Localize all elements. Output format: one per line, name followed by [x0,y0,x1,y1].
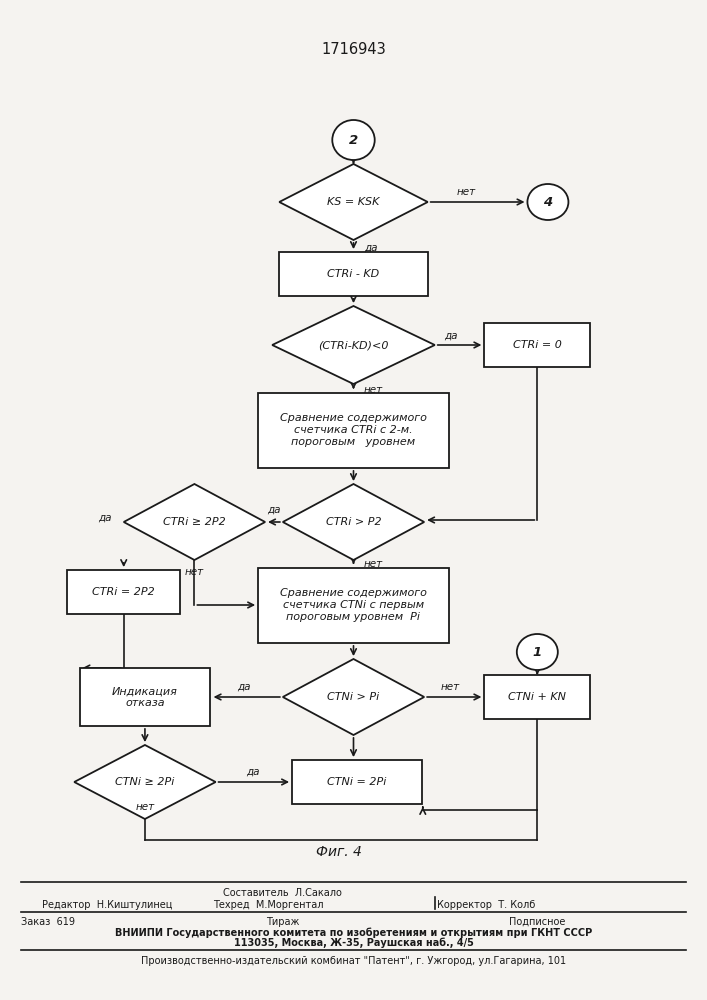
Polygon shape [124,484,265,560]
Text: (CTRi-KD)<0: (CTRi-KD)<0 [318,340,389,350]
Text: CTRi = 0: CTRi = 0 [513,340,562,350]
Polygon shape [283,484,424,560]
Bar [484,323,590,367]
Text: Подписное: Подписное [509,917,566,927]
Polygon shape [74,745,216,819]
Text: 1716943: 1716943 [321,42,386,57]
Text: Тираж: Тираж [266,917,300,927]
Text: 4: 4 [543,196,553,209]
Bar [258,392,449,468]
Text: KS = KSK: KS = KSK [327,197,380,207]
Text: Сравнение содержимого
счетчика CTRi с 2-м.
пороговым   уровнем: Сравнение содержимого счетчика CTRi с 2-… [280,413,427,447]
Text: нет: нет [457,187,477,197]
Text: Корректор  Т. Колб: Корректор Т. Колб [437,900,535,910]
Text: CTRi ≥ 2P2: CTRi ≥ 2P2 [163,517,226,527]
Polygon shape [272,306,435,384]
Text: CTRi > P2: CTRi > P2 [326,517,381,527]
Text: Сравнение содержимого
счетчика CTNi с первым
пороговым уровнем  Pi: Сравнение содержимого счетчика CTNi с пе… [280,588,427,622]
Bar [79,668,211,726]
Text: 2: 2 [349,133,358,146]
Text: нет: нет [135,802,155,812]
Bar [279,252,428,296]
Text: CTRi - KD: CTRi - KD [327,269,380,279]
Text: нет: нет [440,682,460,692]
Text: Заказ  619: Заказ 619 [21,917,75,927]
Text: ВНИИПИ Государственного комитета по изобретениям и открытиям при ГКНТ СССР: ВНИИПИ Государственного комитета по изоб… [115,928,592,938]
Text: да: да [364,243,378,253]
Text: CTNi ≥ 2Pi: CTNi ≥ 2Pi [115,777,175,787]
Text: да: да [237,682,251,692]
Ellipse shape [332,120,375,160]
Bar [291,760,422,804]
Bar [67,570,180,614]
Ellipse shape [527,184,568,220]
Text: да: да [444,331,458,341]
Text: нет: нет [185,567,204,577]
Text: Индикация
отказа: Индикация отказа [112,686,178,708]
Text: да: да [246,767,260,777]
Text: нет: нет [364,559,383,569]
Bar [484,675,590,719]
Polygon shape [283,659,424,735]
Text: CTNi = 2Pi: CTNi = 2Pi [327,777,387,787]
Text: 113035, Москва, Ж-35, Раушская наб., 4/5: 113035, Москва, Ж-35, Раушская наб., 4/5 [233,938,474,948]
Text: 1: 1 [532,646,542,658]
Text: Составитель  Л.Сакало: Составитель Л.Сакало [223,888,342,898]
Text: CTRi = 2P2: CTRi = 2P2 [93,587,155,597]
Text: да: да [267,505,281,515]
Text: CTNi + KN: CTNi + KN [508,692,566,702]
Bar [258,567,449,642]
Text: Редактор  Н.Киштулинец: Редактор Н.Киштулинец [42,900,173,910]
Text: нет: нет [364,385,383,395]
Text: да: да [98,513,112,523]
Text: Техред  М.Моргентал: Техред М.Моргентал [214,900,324,910]
Text: CTNi > Pi: CTNi > Pi [327,692,380,702]
Polygon shape [279,164,428,240]
Text: Производственно-издательский комбинат "Патент", г. Ужгород, ул.Гагарина, 101: Производственно-издательский комбинат "П… [141,956,566,966]
Text: Фиг. 4: Фиг. 4 [317,845,362,859]
Ellipse shape [517,634,558,670]
